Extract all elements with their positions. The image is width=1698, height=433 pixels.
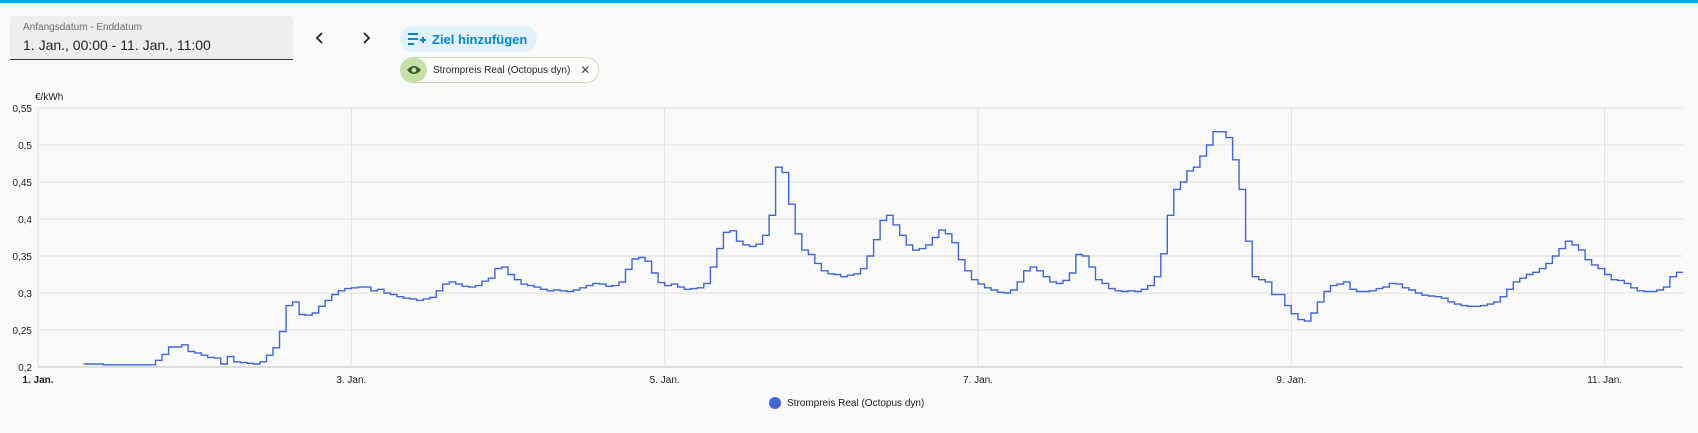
series-line	[83, 131, 1683, 366]
chart-legend[interactable]: Strompreis Real (Octopus dyn)	[769, 397, 924, 409]
chevron-right-icon	[363, 32, 371, 44]
x-tick-label: 3. Jan.	[336, 375, 366, 386]
entity-chip-label: Strompreis Real (Octopus dyn)	[433, 64, 571, 76]
chevron-left-icon	[315, 32, 323, 44]
y-tick-label: 0,3	[18, 289, 32, 300]
x-tick-label: 1. Jan.	[22, 375, 53, 386]
close-icon[interactable]: ✕	[580, 63, 591, 77]
y-tick-label: 0,2	[18, 363, 32, 374]
playlist-plus-icon	[408, 33, 426, 45]
y-tick-label: 0,5	[18, 141, 32, 152]
y-tick-label: 0,45	[13, 178, 33, 189]
x-tick-label: 5. Jan.	[650, 375, 680, 386]
eye-icon[interactable]	[401, 58, 427, 82]
y-tick-label: 0,35	[13, 252, 33, 263]
y-tick-label: 0,4	[18, 215, 32, 226]
add-target-button[interactable]: Ziel hinzufügen	[400, 26, 538, 52]
date-range-value: 1. Jan., 00:00 - 11. Jan., 11:00	[23, 37, 211, 53]
x-tick-label: 9. Jan.	[1276, 375, 1306, 386]
x-tick-label: 11. Jan.	[1587, 375, 1622, 386]
previous-period-button[interactable]	[306, 24, 334, 52]
date-range-field[interactable]: Anfangsdatum - Enddatum 1. Jan., 00:00 -…	[10, 16, 293, 60]
y-axis-label: €/kWh	[35, 92, 63, 103]
price-chart: €/kWh 0,2 0,25 0,3 0,35 0,4 0,45 0,5 0,55 1. Jan.…	[13, 92, 1683, 386]
legend-dot	[769, 397, 781, 409]
y-tick-label: 0,25	[13, 326, 33, 337]
date-range-label: Anfangsdatum - Enddatum	[23, 22, 142, 33]
legend-label: Strompreis Real (Octopus dyn)	[787, 397, 925, 409]
top-accent-bar	[0, 0, 1698, 3]
y-tick-label: 0,55	[13, 104, 33, 115]
next-period-button[interactable]	[352, 24, 380, 52]
entity-chip[interactable]: Strompreis Real (Octopus dyn) ✕	[400, 57, 600, 83]
add-target-label: Ziel hinzufügen	[432, 31, 528, 47]
x-tick-label: 7. Jan.	[963, 375, 993, 386]
